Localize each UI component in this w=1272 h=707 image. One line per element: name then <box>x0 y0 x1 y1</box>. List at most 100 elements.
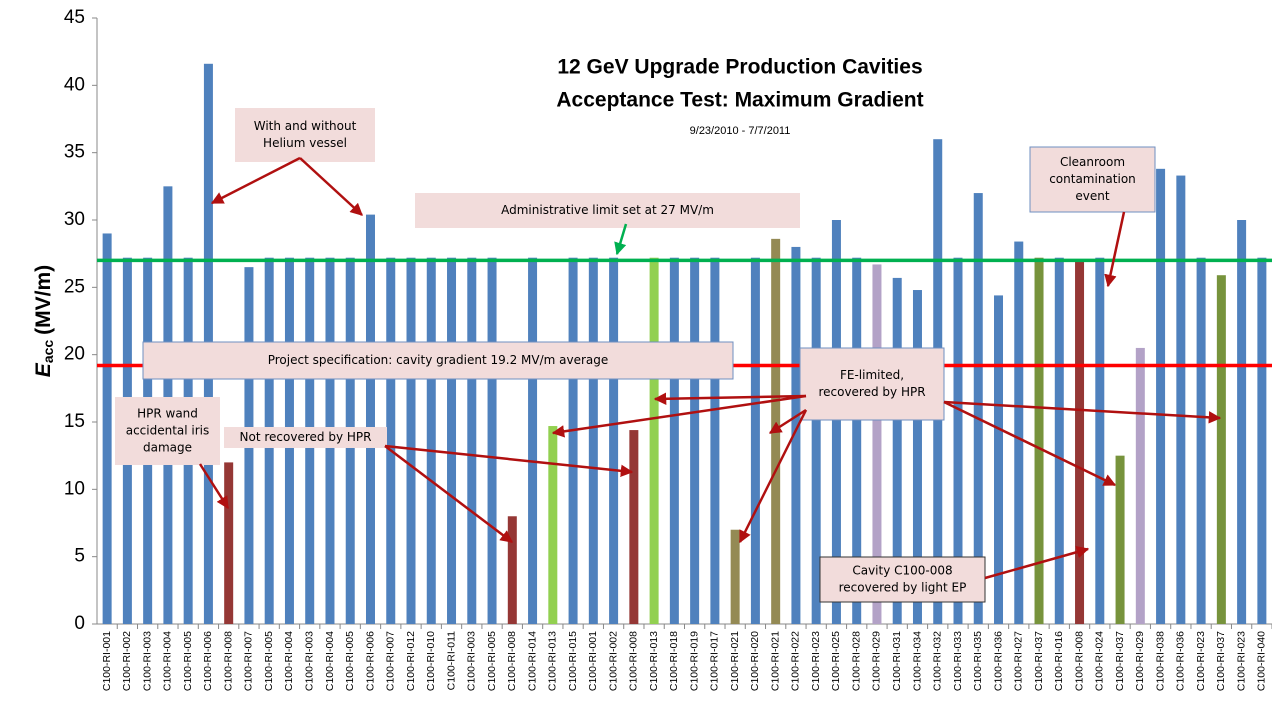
bar <box>710 257 720 624</box>
annotation-arrow <box>768 408 807 435</box>
x-tick-label: C100-RI-037 <box>1215 631 1227 691</box>
x-tick-label: C100-RI-008 <box>628 631 640 691</box>
y-label-unit: (MV/m) <box>32 265 55 335</box>
annotation-arrow <box>299 157 363 216</box>
x-tick-label: C100-RI-035 <box>972 631 984 691</box>
y-tick-label: 40 <box>64 74 85 95</box>
annotation-text: damage <box>143 440 192 454</box>
bar <box>953 257 963 624</box>
annotation-text: HPR wand <box>137 407 198 421</box>
y-tick-label: 20 <box>64 344 85 365</box>
annotation-text: Not recovered by HPR <box>240 430 372 444</box>
x-tick-label: C100-RI-029 <box>871 631 883 691</box>
x-tick-label: C100-RI-014 <box>526 631 538 691</box>
bar <box>102 233 112 624</box>
annotation-text: contamination <box>1049 172 1136 186</box>
annotation-box <box>1029 146 1156 213</box>
x-tick-label: C100-RI-012 <box>405 631 417 691</box>
annotation-text: Cleanroom <box>1060 155 1125 169</box>
annotation-arrow <box>210 156 301 205</box>
y-label-subscript: acc <box>40 340 56 364</box>
bar <box>690 257 700 624</box>
bar <box>1034 257 1044 624</box>
x-tick-label: C100-RI-027 <box>1013 631 1025 691</box>
x-tick-label: C100-RI-005 <box>182 631 194 691</box>
bar <box>224 462 234 624</box>
bar <box>1115 455 1125 624</box>
bar <box>588 257 598 624</box>
x-tick-label: C100-RI-007 <box>385 631 397 691</box>
y-tick-label: 30 <box>64 209 85 230</box>
annotation-box <box>799 347 945 421</box>
bar <box>487 257 497 624</box>
x-tick-label: C100-RI-029 <box>1134 631 1146 691</box>
x-tick-label: C100-RI-020 <box>749 631 761 691</box>
bar <box>568 257 578 624</box>
y-tick-label: 5 <box>74 546 85 567</box>
bar <box>973 193 983 625</box>
x-tick-label: C100-RI-005 <box>344 631 356 691</box>
bar <box>811 257 821 624</box>
x-tick-label: C100-RI-025 <box>830 631 842 691</box>
annotation-box <box>115 397 220 465</box>
bar <box>649 257 659 624</box>
x-tick-label: C100-RI-005 <box>263 631 275 691</box>
x-tick-label: C100-RI-004 <box>324 631 336 691</box>
x-tick-label: C100-RI-003 <box>466 631 478 691</box>
x-tick-label: C100-RI-001 <box>101 631 113 691</box>
annotation-text: recovered by light EP <box>839 580 967 594</box>
y-tick-label: 15 <box>64 411 85 432</box>
bar <box>1095 257 1105 624</box>
y-label-symbol: E <box>32 362 55 377</box>
annotation-arrow <box>943 400 1222 424</box>
chart-title: Acceptance Test: Maximum Gradient <box>556 89 923 112</box>
annotation-arrow <box>738 409 808 544</box>
x-tick-label: C100-RI-023 <box>810 631 822 691</box>
x-tick-label: C100-RI-013 <box>547 631 559 691</box>
x-tick-label: C100-RI-036 <box>992 631 1004 691</box>
x-tick-label: C100-RI-005 <box>486 631 498 691</box>
bar <box>386 257 396 624</box>
x-tick-label: C100-RI-007 <box>243 631 255 691</box>
x-tick-label: C100-RI-038 <box>1154 631 1166 691</box>
x-tick-label: C100-RI-008 <box>506 631 518 691</box>
annotation-box <box>819 556 986 603</box>
annotation-text: recovered by HPR <box>818 385 925 399</box>
bar <box>406 257 416 624</box>
bar <box>629 430 639 624</box>
x-tick-label: C100-RI-028 <box>850 631 862 691</box>
x-tick-label: C100-RI-006 <box>364 631 376 691</box>
x-tick-label: C100-RI-021 <box>769 631 781 691</box>
annotation-arrow <box>984 546 1090 580</box>
bar <box>1075 260 1085 624</box>
x-tick-label: C100-RI-002 <box>121 631 133 691</box>
x-tick-label: C100-RI-037 <box>1033 631 1045 691</box>
annotation-arrow <box>653 392 807 406</box>
x-tick-label: C100-RI-040 <box>1256 631 1268 691</box>
x-tick-label: C100-RI-023 <box>1195 631 1207 691</box>
annotation-box <box>235 108 375 162</box>
bar <box>750 257 760 624</box>
annotation-arrow <box>384 444 634 478</box>
x-tick-label: C100-RI-018 <box>668 631 680 691</box>
chart-subtitle: 9/23/2010 - 7/7/2011 <box>690 125 791 137</box>
x-tick-label: C100-RI-034 <box>911 631 923 691</box>
y-tick-label: 25 <box>64 276 85 297</box>
x-tick-label: C100-RI-008 <box>1073 631 1085 691</box>
x-tick-label: C100-RI-023 <box>1235 631 1247 691</box>
bar <box>730 529 740 624</box>
bar <box>994 295 1004 624</box>
x-tick-label: C100-RI-017 <box>709 631 721 691</box>
bar <box>791 246 801 624</box>
annotation-text: Administrative limit set at 27 MV/m <box>501 203 714 217</box>
x-tick-label: C100-RI-010 <box>425 631 437 691</box>
annotation-arrow <box>198 463 230 510</box>
bar <box>528 257 538 624</box>
bar <box>1237 220 1247 624</box>
bar <box>426 257 436 624</box>
bar <box>872 264 882 624</box>
x-tick-label: C100-RI-032 <box>932 631 944 691</box>
annotation-text: Project specification: cavity gradient 1… <box>268 353 609 367</box>
x-tick-label: C100-RI-004 <box>162 631 174 691</box>
bar <box>669 257 679 624</box>
